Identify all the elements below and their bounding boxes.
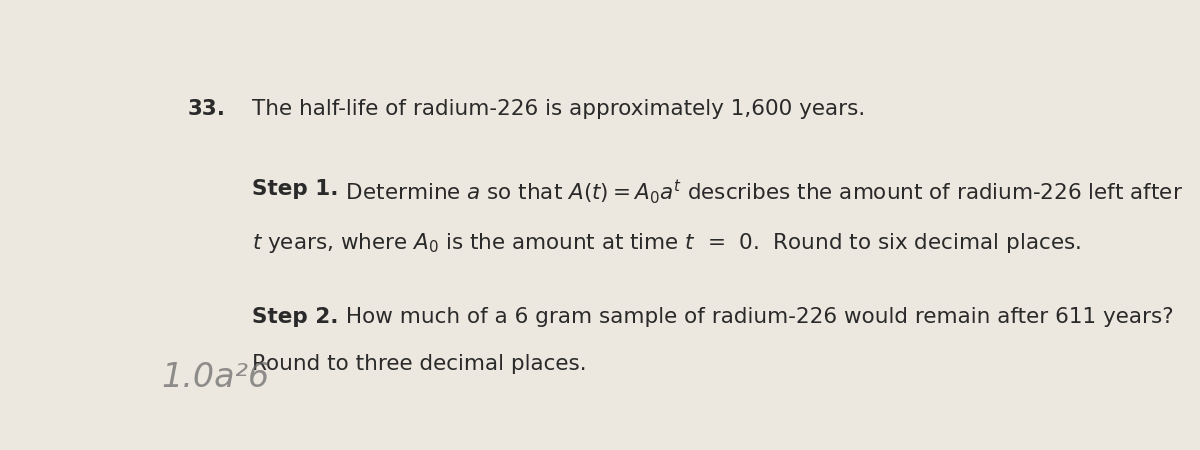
Text: 1.0a²6: 1.0a²6 [161, 360, 270, 394]
Text: Step 1.: Step 1. [252, 179, 338, 199]
Text: Round to three decimal places.: Round to three decimal places. [252, 354, 587, 373]
Text: Determine $a$ so that $A(t) = A_0a^t$ describes the amount of radium-226 left af: Determine $a$ so that $A(t) = A_0a^t$ de… [338, 179, 1183, 207]
Text: The half-life of radium-226 is approximately 1,600 years.: The half-life of radium-226 is approxima… [252, 99, 865, 119]
Text: $t$ years, where $A_0$ is the amount at time $t$  =  0.  Round to six decimal pl: $t$ years, where $A_0$ is the amount at … [252, 231, 1081, 255]
Text: 33.: 33. [187, 99, 226, 119]
Text: How much of a 6 gram sample of radium-226 would remain after 611 years?: How much of a 6 gram sample of radium-22… [338, 307, 1174, 327]
Text: Step 2.: Step 2. [252, 307, 338, 327]
